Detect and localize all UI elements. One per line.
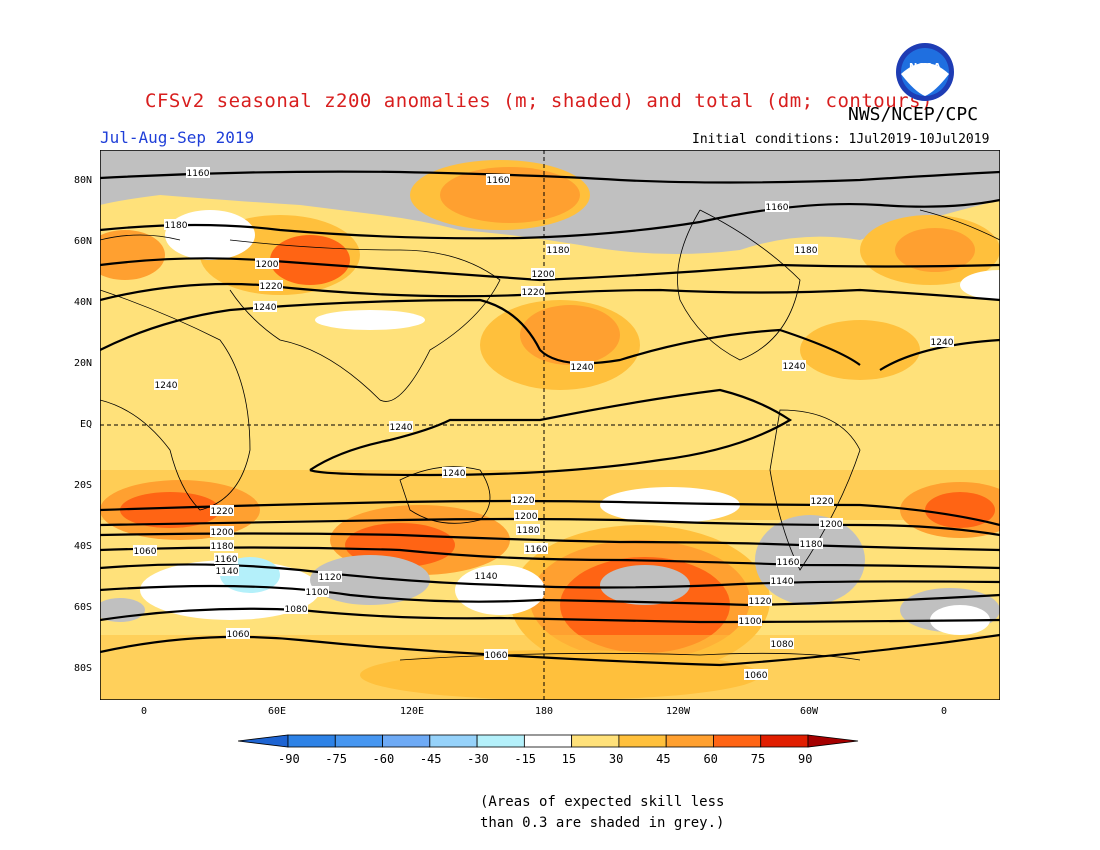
colorbar-label: 75 <box>750 752 766 766</box>
contour-label: 1120 <box>749 597 772 607</box>
contour-label: 1100 <box>306 588 329 598</box>
contour-label: 1160 <box>215 555 238 565</box>
contour-label: 1060 <box>745 671 768 681</box>
contour-label: 1240 <box>931 338 954 348</box>
agency-label: NWS/NCEP/CPC <box>848 104 979 125</box>
colorbar-box <box>571 734 620 748</box>
map-title: CFSv2 seasonal z200 anomalies (m; shaded… <box>145 90 933 112</box>
contour-label: 1140 <box>475 572 498 582</box>
contour-label: 1060 <box>227 630 250 640</box>
contour-label: 1180 <box>165 221 188 231</box>
colorbar-label: -30 <box>467 752 489 766</box>
contour-label: 1220 <box>512 496 535 506</box>
contour-label: 1220 <box>522 288 545 298</box>
lon-label: 120E <box>400 706 425 717</box>
contour-label: 1200 <box>211 528 234 538</box>
colorbar-box <box>665 734 714 748</box>
contour-label: 1080 <box>285 605 308 615</box>
contour-label: 1240 <box>443 469 466 479</box>
contour-label: 1160 <box>525 545 548 555</box>
colorbar-box <box>713 734 762 748</box>
contour-label: 1200 <box>256 260 279 270</box>
colorbar <box>238 734 859 748</box>
colorbar-label: -45 <box>419 752 442 766</box>
contour-label: 1240 <box>783 362 806 372</box>
contour-label: 1200 <box>515 512 538 522</box>
anomaly-map: 1160 1160 1160 1180 1180 1180 1200 1200 … <box>100 150 1000 700</box>
colorbar-box <box>287 734 336 748</box>
colorbar-arrow-high <box>807 734 859 748</box>
colorbar-label: -90 <box>278 752 300 766</box>
lon-label: 180 <box>535 706 554 717</box>
colorbar-box <box>429 734 478 748</box>
contour-label: 1240 <box>254 303 277 313</box>
lon-label: 0 <box>941 706 948 717</box>
colorbar-box <box>334 734 383 748</box>
lon-label: 60W <box>800 706 819 717</box>
contour-label: 1160 <box>777 558 800 568</box>
contour-label: 1180 <box>517 526 540 536</box>
contour-label: 1180 <box>211 542 234 552</box>
lat-label: 60S <box>74 602 93 613</box>
contour-label: 1160 <box>187 169 210 179</box>
skill-note: (Areas of expected skill less than 0.3 a… <box>480 794 725 831</box>
contour-label: 1140 <box>216 567 239 577</box>
logo-text: NOAA <box>909 62 941 73</box>
colorbar-box <box>382 734 431 748</box>
colorbar-label: -75 <box>325 752 347 766</box>
colorbar-label: -60 <box>372 752 395 766</box>
lat-label: 20N <box>74 358 93 369</box>
contour-label: 1180 <box>800 540 823 550</box>
colorbar-box <box>760 734 809 748</box>
colorbar-label: -15 <box>514 752 537 766</box>
contour-label: 1140 <box>771 577 794 587</box>
season-label: Jul-Aug-Sep 2019 <box>100 128 255 147</box>
lon-label: 60E <box>268 706 287 717</box>
lat-label: 40S <box>74 541 93 552</box>
contour-label: 1220 <box>260 282 283 292</box>
contour-label: 1200 <box>820 520 843 530</box>
contour-label: 1160 <box>766 203 789 213</box>
lat-label: 80S <box>74 663 93 674</box>
lat-label: EQ <box>80 419 93 430</box>
lon-label: 120W <box>666 706 691 717</box>
contour-label: 1220 <box>811 497 834 507</box>
lat-label: 40N <box>74 297 93 308</box>
lon-label: 0 <box>141 706 148 717</box>
colorbar-label: 90 <box>798 752 813 766</box>
lat-label: 80N <box>74 175 93 186</box>
colorbar-label: 15 <box>561 752 577 766</box>
lat-label: 60N <box>74 236 93 247</box>
contour-label: 1240 <box>155 381 178 391</box>
colorbar-label: 60 <box>703 752 718 766</box>
contour-label: 1160 <box>487 176 510 186</box>
contour-label: 1120 <box>319 573 342 583</box>
contour-label: 1220 <box>211 507 234 517</box>
contour-label: 1080 <box>771 640 794 650</box>
lat-label: 20S <box>74 480 93 491</box>
contour-label: 1180 <box>547 246 570 256</box>
initial-conditions-label: Initial conditions: 1Jul2019-10Jul2019 <box>692 132 990 147</box>
colorbar-box <box>476 734 525 748</box>
colorbar-label: 30 <box>608 752 624 766</box>
noaa-logo: NOAA <box>896 43 954 101</box>
contour-label: 1240 <box>390 423 413 433</box>
contour-label: 1060 <box>485 651 508 661</box>
colorbar-box <box>523 734 573 748</box>
contour-label: 1200 <box>532 270 555 280</box>
contour-label: 1100 <box>739 617 762 627</box>
contour-label: 1180 <box>795 246 818 256</box>
contour-label: 1060 <box>134 547 157 557</box>
colorbar-box <box>618 734 667 748</box>
colorbar-label: 45 <box>656 752 671 766</box>
contour-label: 1240 <box>571 363 594 373</box>
colorbar-arrow-low <box>238 734 289 748</box>
